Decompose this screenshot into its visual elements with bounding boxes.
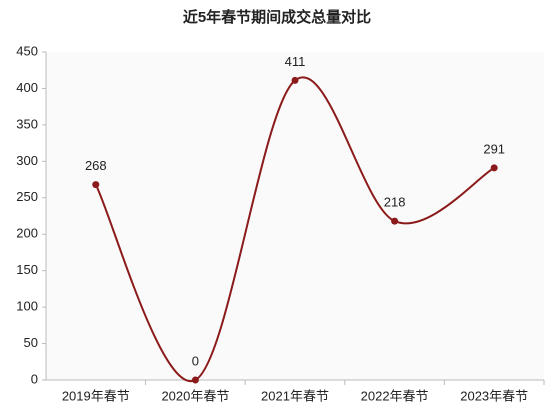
y-tick-label: 400 <box>16 80 38 95</box>
marker <box>490 164 498 172</box>
data-label: 291 <box>483 141 505 156</box>
y-tick-label: 0 <box>31 371 38 386</box>
data-label: 411 <box>285 54 306 69</box>
y-tick-label: 200 <box>16 226 38 241</box>
y-tick-label: 100 <box>16 299 38 314</box>
line <box>94 76 495 383</box>
y-tick-label: 250 <box>16 189 38 204</box>
x-tick-label: 2021年春节 <box>261 388 329 403</box>
data-label: 268 <box>85 158 107 173</box>
y-tick-label: 450 <box>16 43 38 58</box>
y-tick-label: 50 <box>24 335 38 350</box>
data-label: 0 <box>192 353 199 368</box>
x-tick-label: 2023年春节 <box>460 388 528 403</box>
y-tick-label: 300 <box>16 153 38 168</box>
y-tick-label: 150 <box>16 262 38 277</box>
chart-title: 近5年春节期间成交总量对比 <box>183 8 371 26</box>
x-tick-label: 2022年春节 <box>361 388 429 403</box>
marker <box>291 76 299 84</box>
plot-area <box>46 52 544 380</box>
marker <box>92 181 100 189</box>
marker <box>391 217 399 225</box>
x-tick-label: 2019年春节 <box>62 388 130 403</box>
x-tick-label: 2020年春节 <box>161 388 229 403</box>
marker <box>191 376 199 384</box>
data-label: 218 <box>384 195 406 210</box>
y-tick-label: 350 <box>16 116 38 131</box>
